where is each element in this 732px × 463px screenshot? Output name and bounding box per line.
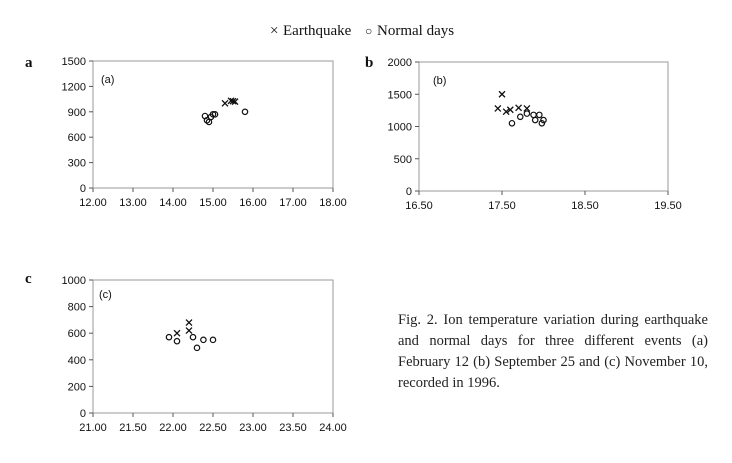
normal-day-point-c <box>209 336 217 344</box>
inset-label-a: (a) <box>101 74 114 86</box>
y-tick-label-a: 900 <box>68 107 86 119</box>
inset-label-b: (b) <box>433 75 446 87</box>
figure-caption: Fig. 2. Ion temperature variation during… <box>398 312 708 391</box>
y-tick-label-b: 2000 <box>388 57 412 69</box>
chart-panel-c: c (c) 21.00 21.50 22.00 22.50 23.00 23.50 24.0… <box>25 271 347 434</box>
normal-day-point-b <box>540 116 547 124</box>
x-tick-label-c: 23.00 <box>239 422 267 434</box>
y-tick-label-b: 1000 <box>388 122 412 134</box>
x-tick-label-a: 13.00 <box>119 197 147 209</box>
marks-b: 16.50 17.50 18.50 19.50 0 500 1000 1500 2000 <box>388 57 682 212</box>
normal-day-point-a <box>209 111 217 118</box>
normal-day-point-b <box>538 119 546 127</box>
x-tick-label-c: 22.00 <box>159 422 187 434</box>
earthquake-point-c <box>185 319 193 327</box>
earthquake-point-b <box>523 104 531 112</box>
earthquake-point-b <box>502 108 510 116</box>
marks-a: 12.00 13.00 14.00 15.00 16.00 17.00 18.00 0 300 6… <box>62 56 347 209</box>
normal-day-point-c <box>193 344 201 352</box>
earthquake-point-b <box>498 90 506 98</box>
normal-day-point-b <box>523 110 531 117</box>
plot-area-a <box>92 60 334 189</box>
x-tick-label-b: 16.50 <box>405 200 433 212</box>
earthquake-point-a <box>221 99 229 107</box>
normal-day-point-c <box>200 336 207 344</box>
earthquake-point-b <box>506 106 514 114</box>
y-tick-label-c: 400 <box>68 355 86 367</box>
x-tick-label-b: 18.50 <box>571 200 599 212</box>
legend: × Earthquake ○ Normal days <box>270 23 454 39</box>
normal-day-point-b <box>536 111 543 119</box>
y-tick-label-a: 600 <box>68 132 86 144</box>
y-tick-label-c: 200 <box>68 381 86 393</box>
panel-letter-b: b <box>365 55 373 71</box>
y-tick-label-a: 1200 <box>62 81 86 93</box>
y-tick-label-c: 600 <box>68 328 86 340</box>
normal-day-point-b <box>516 113 524 121</box>
y-tick-label-c: 1000 <box>62 275 86 287</box>
earthquake-point-b <box>515 104 523 112</box>
normal-day-point-b <box>508 119 516 127</box>
panel-letter-a: a <box>25 55 33 71</box>
x-tick-label-c: 24.00 <box>319 422 347 434</box>
chart-panel-a: a (a) 12.00 13.00 14.00 15.00 16.00 17.00 18.0… <box>25 55 347 209</box>
earthquake-point-c <box>185 327 193 334</box>
y-tick-label-b: 1500 <box>388 89 412 101</box>
y-tick-label-b: 0 <box>406 186 412 198</box>
panel-letter-c: c <box>25 271 32 287</box>
x-tick-label-a: 18.00 <box>319 197 347 209</box>
normal-day-point-c <box>173 337 181 345</box>
normal-day-point-b <box>531 116 539 124</box>
y-tick-label-a: 1500 <box>62 56 86 68</box>
x-tick-label-a: 16.00 <box>239 197 267 209</box>
x-tick-label-c: 22.50 <box>199 422 227 434</box>
x-tick-label-b: 17.50 <box>488 200 516 212</box>
x-tick-label-c: 21.00 <box>79 422 107 434</box>
earthquake-point-a <box>231 98 239 106</box>
legend-earthquake-symbol: × <box>270 23 278 39</box>
legend-earthquake-label: Earthquake <box>283 23 352 39</box>
x-tick-label-c: 23.50 <box>279 422 307 434</box>
x-tick-label-b: 19.50 <box>654 200 682 212</box>
marks-c: 21.00 21.50 22.00 22.50 23.00 23.50 24.00 0 200 4… <box>62 275 347 434</box>
inset-label-c: (c) <box>99 289 112 301</box>
earthquake-point-c <box>173 329 181 337</box>
y-tick-label-c: 0 <box>80 408 86 420</box>
plot-area-b <box>418 61 669 192</box>
x-tick-label-a: 14.00 <box>159 197 187 209</box>
y-tick-label-a: 0 <box>80 183 86 195</box>
y-tick-label-c: 800 <box>68 302 86 314</box>
y-tick-label-a: 300 <box>68 158 86 170</box>
normal-day-point-a <box>241 108 249 116</box>
normal-day-point-c <box>189 333 197 341</box>
plot-area-c <box>92 279 334 414</box>
earthquake-point-a <box>229 97 237 105</box>
x-tick-label-a: 15.00 <box>199 197 227 209</box>
y-tick-label-b: 500 <box>394 154 412 166</box>
chart-panel-b: b (b) 16.50 17.50 18.50 19.50 0 500 1000 1500 20… <box>365 55 682 212</box>
normal-day-point-c <box>165 333 173 341</box>
legend-normal-label: Normal days <box>377 23 454 39</box>
x-tick-label-a: 12.00 <box>79 197 107 209</box>
legend-normal-symbol: ○ <box>365 24 372 38</box>
earthquake-point-b <box>494 104 502 112</box>
x-tick-label-a: 17.00 <box>279 197 307 209</box>
x-tick-label-c: 21.50 <box>119 422 147 434</box>
normal-day-point-a <box>211 111 219 118</box>
